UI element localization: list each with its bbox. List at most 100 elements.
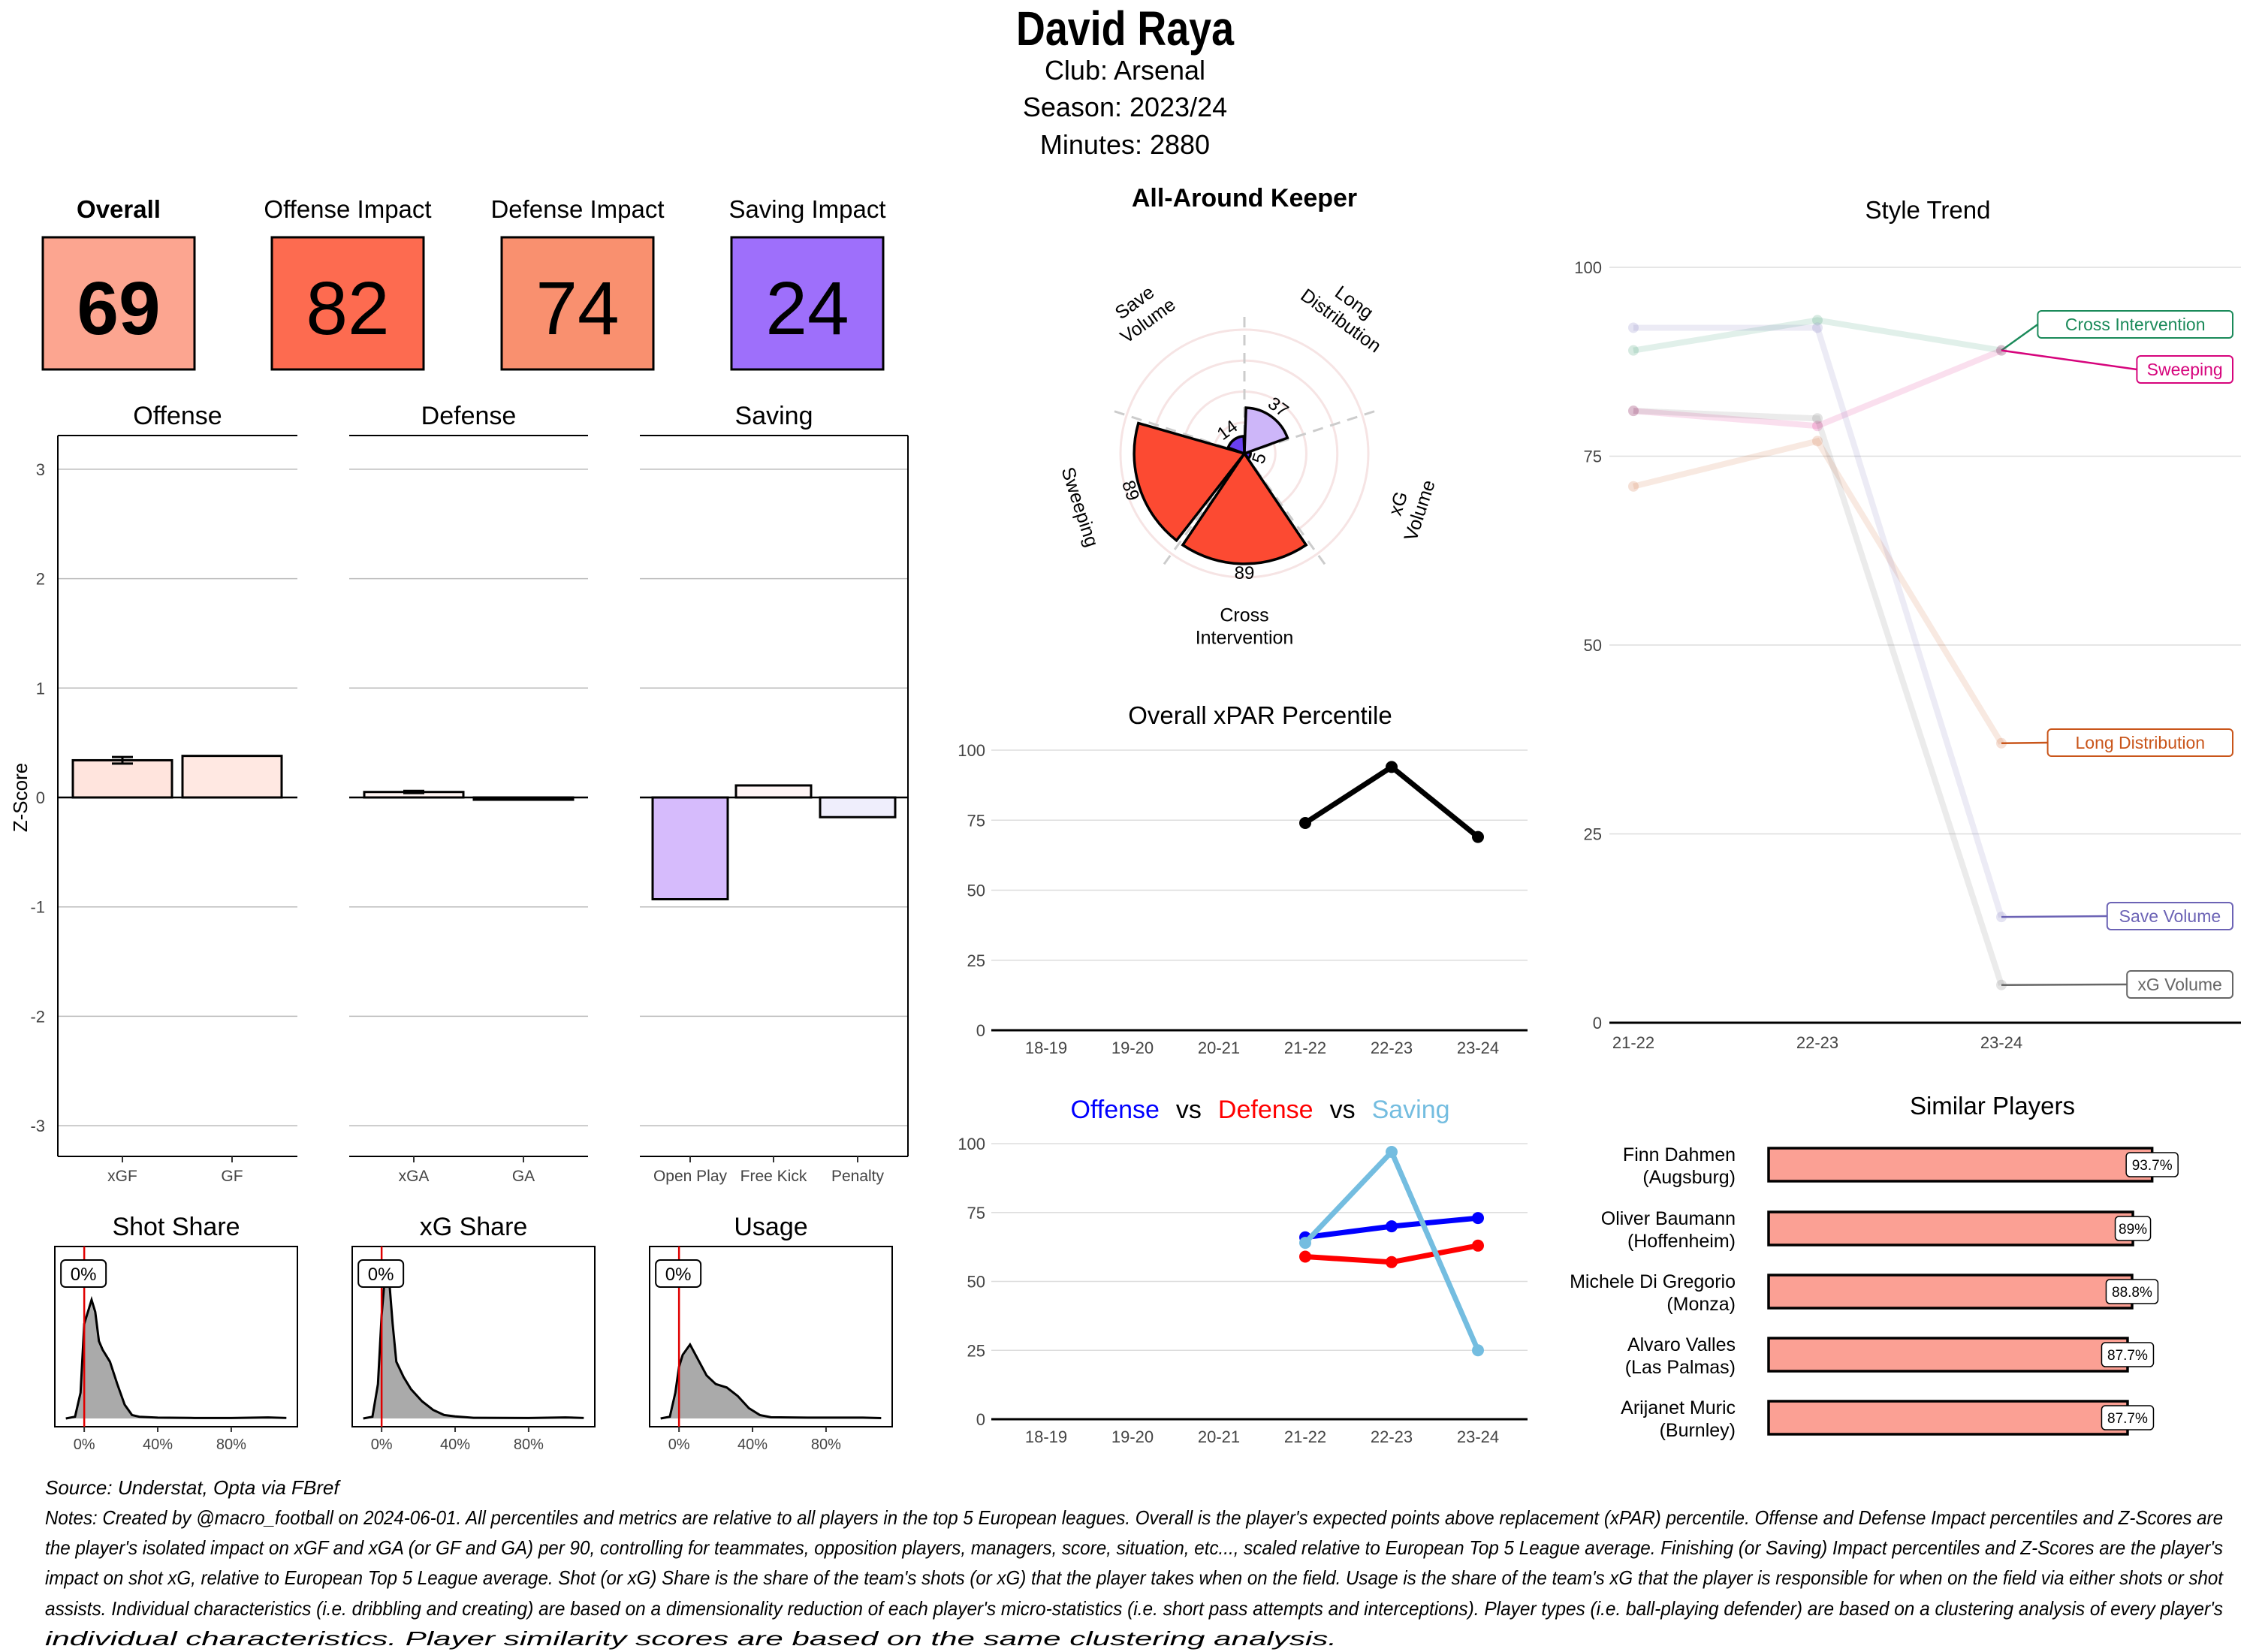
panel-title: Defense — [421, 402, 517, 430]
zscore-panel-offense: Offense xGF GF — [57, 402, 297, 1185]
trend-label: Long Distribution — [2075, 733, 2205, 752]
x-tick-label: 20-21 — [1198, 1039, 1240, 1057]
trend-point-long-distribution — [1812, 436, 1823, 447]
x-tick-label: 0% — [668, 1436, 690, 1453]
x-tick-label: 40% — [440, 1436, 470, 1453]
density-area — [363, 1272, 584, 1418]
series-point-overall — [1472, 831, 1484, 843]
similar-player-row: Michele Di Gregorio(Monza) 88.8% — [1570, 1271, 2159, 1315]
player-value-label-box — [357, 1259, 405, 1288]
trend-label-box — [2037, 310, 2233, 339]
player-value-label-box — [655, 1259, 702, 1288]
similarity-label: 88.8% — [2112, 1285, 2152, 1301]
series-point-offense — [1472, 1212, 1484, 1225]
bar-penalty — [819, 796, 897, 818]
club: Club: Arsenal — [1045, 55, 1205, 86]
trend-point-sweeping — [1812, 421, 1823, 432]
chart-title: Overall xPAR Percentile — [1128, 701, 1392, 729]
trend-line-save-volume — [1633, 324, 2004, 918]
player-name: Finn Dahmen — [1623, 1144, 1736, 1165]
y-tick-label: -2 — [30, 1007, 45, 1026]
impact-box-value: 74 — [535, 267, 619, 351]
series-point-overall — [1299, 816, 1311, 829]
similarity-label: 87.7% — [2107, 1348, 2148, 1364]
x-tick-label: 22-23 — [1371, 1427, 1413, 1446]
x-tick-label: 23-24 — [1980, 1033, 2022, 1052]
y-tick-label: 50 — [967, 1273, 985, 1292]
x-tick-label: 21-22 — [1284, 1427, 1326, 1446]
chart-title: Offense vs Defense vs Saving — [1070, 1096, 1449, 1124]
player-value-label: 0% — [368, 1265, 394, 1285]
x-tick-label: xGF — [107, 1168, 137, 1185]
x-tick-label: GF — [221, 1168, 243, 1185]
trend-label-connector — [2001, 915, 2107, 918]
y-tick-label: 1 — [36, 679, 45, 698]
title-part-vs: vs — [1330, 1096, 1356, 1124]
trend-label-connector — [2001, 983, 2128, 986]
density-panel-usage: Usage 0% 0% 40% 80% — [649, 1213, 893, 1453]
keeper-style-polar-chart: All-Around Keeper37LongDistribution5xGVo… — [1057, 184, 1439, 649]
panel-border — [351, 1246, 596, 1427]
impact-box-label: Defense Impact — [490, 195, 664, 223]
series-point-saving — [1299, 1237, 1311, 1250]
offense-defense-saving-chart: Offense vs Defense vs Saving 0 25 50 75 100 18-19 1… — [958, 1096, 1528, 1446]
player-name: Michele Di Gregorio — [1570, 1271, 1736, 1292]
impact-box-label: Saving Impact — [728, 195, 885, 223]
trend-point-cross-intervention — [1628, 345, 1639, 356]
polar-category-label: Cross — [1220, 605, 1268, 626]
y-tick-label: 25 — [1584, 825, 1602, 844]
player-name: Alvaro Valles — [1627, 1334, 1736, 1355]
x-tick-label: 18-19 — [1025, 1427, 1067, 1446]
impact-box — [270, 236, 425, 371]
y-tick-label: -1 — [30, 898, 45, 917]
chart-title: Similar Players — [1910, 1092, 2075, 1120]
x-tick-label: 19-20 — [1111, 1039, 1154, 1057]
y-tick-label: 75 — [967, 1204, 985, 1222]
trend-line-xg-volume — [1633, 408, 2004, 986]
y-tick-label: 75 — [967, 811, 985, 830]
y-tick-label: 50 — [1584, 636, 1602, 655]
panel-border — [649, 1246, 893, 1427]
trend-label-box — [2126, 970, 2233, 999]
season: Season: 2023/24 — [1023, 92, 1227, 122]
polar-bar-save-volume — [1226, 435, 1246, 456]
notes-line: impact on shot xG, relative to European … — [45, 1566, 2224, 1589]
trend-point-sweeping — [1628, 405, 1639, 417]
panel-title: Saving — [735, 402, 813, 430]
density-curve — [660, 1342, 882, 1420]
bar-xgf — [71, 758, 173, 799]
player-club: (Augsburg) — [1642, 1167, 1736, 1188]
y-tick-label: 75 — [1584, 448, 1602, 466]
polar-category-label: Sweeping — [1057, 465, 1102, 550]
header: David Raya Club: Arsenal Season: 2023/24… — [1016, 2, 1234, 160]
trend-label: xG Volume — [2137, 975, 2222, 994]
title-part-vs: vs — [1176, 1096, 1202, 1124]
impact-box-value: 82 — [306, 267, 389, 351]
notes-line: Notes: Created by @macro_football on 202… — [45, 1506, 2223, 1529]
panel-title: Offense — [133, 402, 222, 430]
y-tick-label: 0 — [976, 1410, 985, 1429]
x-tick-label: Free Kick — [740, 1168, 807, 1185]
series-point-defense — [1472, 1239, 1484, 1252]
series-point-offense — [1386, 1220, 1398, 1233]
zscore-panel-saving: Saving Open Play Free Kick Penalty — [640, 402, 909, 1185]
y-tick-label: -3 — [30, 1117, 45, 1135]
notes-line: individual characteristics. Player simil… — [45, 1627, 1337, 1650]
x-tick-label: 23-24 — [1457, 1039, 1499, 1057]
similarity-bar — [1767, 1147, 2154, 1183]
y-tick-label: 0 — [36, 788, 45, 807]
similarity-label: 87.7% — [2107, 1411, 2148, 1427]
similar-player-row: Finn Dahmen(Augsburg) 93.7% — [1623, 1144, 2179, 1188]
x-tick-label: 80% — [811, 1436, 841, 1453]
similarity-label-box — [2101, 1405, 2155, 1430]
bar-gf — [181, 755, 283, 799]
player-name: Arijanet Muric — [1621, 1397, 1736, 1418]
y-tick-label: 0 — [1593, 1014, 1602, 1032]
x-tick-label: Open Play — [653, 1168, 728, 1185]
trend-point-xg-volume — [1628, 405, 1639, 417]
trend-point-save-volume — [1628, 322, 1639, 333]
series-point-saving — [1472, 1344, 1484, 1357]
trend-label-box — [2106, 902, 2234, 930]
y-axis-title: Z-Score — [9, 763, 32, 832]
